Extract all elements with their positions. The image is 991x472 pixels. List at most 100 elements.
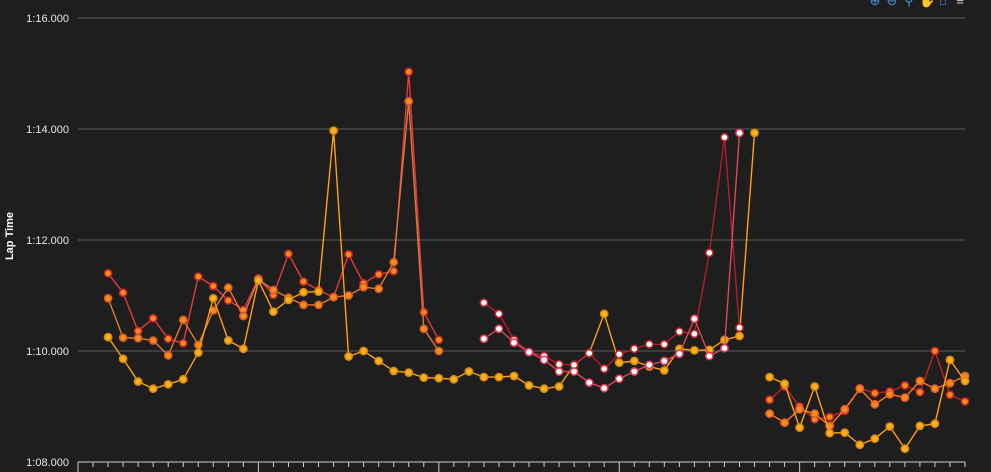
- lap-point[interactable]: [389, 266, 399, 276]
- lap-point[interactable]: [419, 324, 429, 334]
- lap-point[interactable]: [118, 333, 128, 343]
- lap-point[interactable]: [599, 383, 609, 393]
- lap-point[interactable]: [133, 377, 143, 386]
- lap-point[interactable]: [599, 309, 609, 319]
- lap-point[interactable]: [314, 287, 323, 296]
- lap-point[interactable]: [825, 412, 835, 422]
- lap-point[interactable]: [238, 311, 248, 321]
- lap-point[interactable]: [374, 284, 384, 294]
- lap-point[interactable]: [359, 282, 368, 292]
- lap-point[interactable]: [118, 354, 128, 364]
- lap-point[interactable]: [494, 324, 504, 334]
- lap-point[interactable]: [329, 292, 338, 302]
- lap-point[interactable]: [795, 404, 804, 414]
- lap-point[interactable]: [268, 285, 278, 295]
- lap-point[interactable]: [344, 249, 353, 259]
- lap-point[interactable]: [870, 399, 880, 409]
- lap-point[interactable]: [178, 315, 188, 325]
- lap-point[interactable]: [103, 332, 113, 342]
- lap-point[interactable]: [404, 368, 414, 377]
- zoom-out-icon[interactable]: ⊖: [886, 0, 898, 8]
- lap-point[interactable]: [629, 356, 639, 366]
- lap-point[interactable]: [765, 372, 774, 382]
- lap-point[interactable]: [133, 326, 143, 336]
- lap-point[interactable]: [253, 276, 263, 285]
- lap-point[interactable]: [208, 293, 218, 303]
- lap-point[interactable]: [133, 333, 143, 343]
- zoom-selection-icon[interactable]: ⚲: [904, 0, 914, 8]
- lap-point[interactable]: [223, 336, 233, 345]
- lap-point[interactable]: [855, 384, 865, 394]
- lap-point[interactable]: [915, 421, 925, 431]
- lap-point[interactable]: [329, 126, 338, 136]
- lap-point[interactable]: [404, 96, 414, 106]
- lap-point[interactable]: [554, 359, 564, 369]
- lap-point[interactable]: [178, 338, 188, 348]
- lap-point[interactable]: [960, 397, 970, 406]
- lap-point[interactable]: [193, 348, 203, 358]
- lap-point[interactable]: [524, 380, 534, 390]
- lap-point[interactable]: [765, 409, 774, 419]
- lap-point[interactable]: [118, 288, 128, 298]
- lap-point[interactable]: [554, 367, 564, 376]
- lap-point[interactable]: [464, 367, 474, 376]
- lap-point[interactable]: [554, 382, 564, 391]
- lap-point[interactable]: [103, 293, 113, 303]
- lap-point[interactable]: [825, 428, 835, 438]
- lap-point[interactable]: [584, 378, 594, 387]
- lap-point[interactable]: [449, 374, 459, 384]
- lap-point[interactable]: [735, 331, 744, 341]
- lap-point[interactable]: [509, 338, 519, 348]
- lap-point[interactable]: [374, 269, 384, 279]
- lap-point[interactable]: [389, 257, 399, 267]
- lap-point[interactable]: [840, 404, 850, 414]
- lap-point[interactable]: [705, 351, 714, 361]
- pan-icon[interactable]: ✋: [919, 0, 936, 8]
- lap-point[interactable]: [900, 393, 910, 402]
- lap-point[interactable]: [810, 382, 820, 391]
- lap-point[interactable]: [148, 313, 158, 323]
- lap-point[interactable]: [735, 323, 744, 333]
- lap-point[interactable]: [720, 132, 729, 142]
- lap-point[interactable]: [675, 349, 684, 359]
- lap-point[interactable]: [299, 300, 308, 310]
- lap-point[interactable]: [223, 283, 233, 293]
- lap-point[interactable]: [284, 249, 293, 259]
- lap-point[interactable]: [629, 367, 639, 376]
- zoom-in-icon[interactable]: ⊕: [869, 0, 881, 8]
- lap-point[interactable]: [479, 334, 489, 344]
- lap-point[interactable]: [374, 356, 384, 366]
- lap-point[interactable]: [614, 374, 624, 384]
- lap-point[interactable]: [945, 378, 955, 388]
- menu-icon[interactable]: ≡: [956, 0, 964, 8]
- lap-point[interactable]: [870, 434, 880, 444]
- lap-point[interactable]: [945, 390, 955, 400]
- lap-point[interactable]: [614, 358, 624, 368]
- lap-point[interactable]: [584, 348, 594, 358]
- lap-point[interactable]: [690, 314, 699, 324]
- lap-point[interactable]: [690, 329, 699, 339]
- lap-point[interactable]: [509, 371, 519, 381]
- lap-point[interactable]: [238, 344, 248, 354]
- lap-point[interactable]: [705, 248, 714, 258]
- lap-point[interactable]: [614, 349, 624, 359]
- lap-point[interactable]: [629, 344, 639, 354]
- lap-point[interactable]: [765, 395, 774, 405]
- lap-point[interactable]: [539, 355, 549, 365]
- lap-point[interactable]: [930, 419, 940, 429]
- lap-point[interactable]: [434, 335, 444, 345]
- lap-point[interactable]: [208, 281, 218, 291]
- lap-point[interactable]: [524, 347, 534, 357]
- lap-point[interactable]: [284, 295, 293, 305]
- lap-point[interactable]: [494, 309, 504, 319]
- lap-point[interactable]: [299, 287, 308, 297]
- lap-point[interactable]: [419, 307, 429, 317]
- lap-point[interactable]: [659, 365, 669, 375]
- lap-point[interactable]: [720, 343, 729, 353]
- lap-point[interactable]: [780, 379, 789, 389]
- lap-point[interactable]: [314, 300, 323, 310]
- lap-point[interactable]: [148, 384, 158, 394]
- lap-point[interactable]: [268, 307, 278, 316]
- lap-point[interactable]: [299, 277, 308, 286]
- lap-point[interactable]: [915, 387, 925, 397]
